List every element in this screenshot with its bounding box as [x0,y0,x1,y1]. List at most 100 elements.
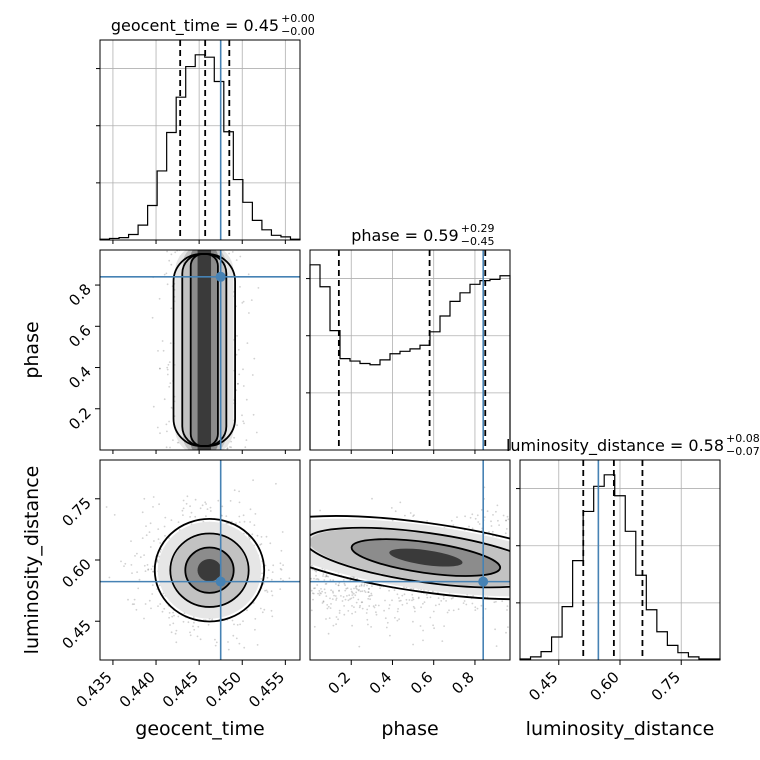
scatter-point [370,594,373,597]
scatter-point [326,607,329,610]
scatter-point [446,611,449,614]
scatter-point [471,527,474,530]
scatter-point [266,591,269,593]
scatter-point [238,642,241,645]
scatter-point [358,606,361,609]
scatter-point [368,605,371,607]
scatter-point [189,505,192,508]
scatter-point [157,528,160,530]
scatter-point [170,253,173,256]
scatter-point [266,576,269,579]
scatter-point [168,537,171,539]
scatter-point [301,567,303,569]
scatter-point [471,602,474,605]
scatter-point [429,616,432,619]
scatter-point [242,514,245,517]
scatter-point [264,589,266,592]
scatter-point [189,634,192,637]
scatter-point [417,596,420,599]
scatter-point [351,624,353,627]
scatter-point [361,601,364,604]
scatter-point [175,629,178,632]
y-axis-label-phase: phase [21,321,43,378]
scatter-point [333,594,335,597]
scatter-point [363,590,366,592]
scatter-point [410,588,413,590]
scatter-point [238,501,241,504]
x-axis-label-luminosity_distance: luminosity_distance [526,718,715,740]
scatter-point [159,367,161,370]
scatter-point [205,503,208,505]
scatter-point [465,603,468,606]
scatter-point [346,595,348,597]
scatter-point [141,537,144,539]
scatter-point [163,398,166,401]
contour-line [153,518,266,623]
scatter-point [168,361,171,363]
scatter-point [169,446,171,449]
scatter-point [253,524,256,526]
scatter-point [156,426,159,429]
scatter-point [189,631,191,634]
scatter-point [492,514,494,516]
scatter-point [469,516,472,519]
x-tick-label-geocent_time: 0.455 [245,668,288,711]
scatter-point [501,600,504,603]
contour-line [169,532,250,608]
scatter-point [370,626,372,628]
scatter-point [166,430,168,433]
scatter-point [325,618,327,620]
scatter-point [160,548,162,551]
scatter-point [134,555,136,557]
scatter-point [457,608,460,611]
y-tick-label-phase: 0.2 [65,404,95,434]
scatter-point [230,446,233,449]
scatter-point [335,616,338,618]
y-tick-label-luminosity_distance: 0.60 [58,555,94,591]
x-tick-label-luminosity_distance: 0.45 [525,668,561,704]
scatter-point [496,504,499,507]
scatter-point [244,446,247,449]
scatter-point [360,584,363,587]
scatter-point [374,604,377,607]
scatter-point [204,501,207,504]
scatter-point [396,593,399,596]
pair-panel-geocent_time-luminosity_distance [99,459,303,661]
x-tick-label-geocent_time: 0.450 [202,668,245,711]
scatter-point [474,606,477,609]
scatter-point [242,420,245,423]
y-tick-label-phase: 0.4 [65,363,95,393]
scatter-point [252,413,255,416]
density-level [197,250,212,450]
title-sup: +0.00 [281,12,315,25]
scatter-point [161,340,164,342]
scatter-point [177,615,180,618]
scatter-point [235,259,238,261]
histogram-phase [309,264,511,450]
scatter-point [351,605,353,607]
scatter-point [265,535,268,538]
scatter-point [363,585,365,587]
scatter-point [237,382,240,385]
scatter-point [254,628,256,631]
scatter-point [325,575,328,577]
scatter-point [214,644,217,647]
scatter-point [347,610,350,612]
scatter-point [159,432,161,435]
scatter-point [310,577,313,580]
scatter-point [226,447,229,450]
scatter-point [261,572,263,575]
scatter-point [172,611,175,614]
pair-panel-phase-luminosity_distance [309,459,511,661]
scatter-point [194,498,197,501]
scatter-point [471,513,474,516]
truth-point [215,576,226,587]
scatter-point [193,628,196,631]
scatter-point [136,552,138,555]
scatter-point [163,525,166,528]
scatter-point [282,564,284,566]
truth-point [215,271,226,282]
scatter-point [368,588,370,590]
scatter-point [505,631,507,634]
scatter-point [365,612,368,614]
